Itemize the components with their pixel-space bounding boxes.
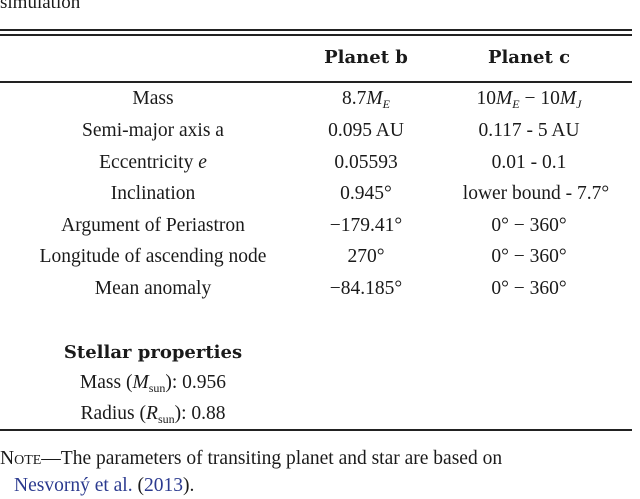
planet-c-longitude-node: 0° − 360° (491, 246, 567, 267)
planet-c-mass: 10ME − 10MJ (476, 88, 582, 111)
stellar-radius: Radius (Rsun): 0.88 (80, 403, 226, 426)
row-label-inclination: Inclination (110, 183, 196, 204)
bottom-rule (0, 429, 632, 431)
stellar-mass: Mass (Msun): 0.956 (79, 372, 227, 395)
planet-c-inclination: lower bound - 7.7° (462, 183, 610, 204)
row-label-semi-major-axis: Semi-major axis a (82, 120, 224, 141)
row-label-longitude-node: Longitude of ascending node (39, 246, 267, 267)
top-rule-1 (0, 29, 632, 31)
table-note: Note—The parameters of transiting planet… (0, 448, 503, 496)
planet-b-mass: 8.7ME (342, 88, 390, 111)
planet-b-argument-periastron: −179.41° (329, 215, 403, 236)
note-text: —The parameters of transiting planet and… (41, 448, 503, 469)
planet-b-semi-major-axis: 0.095 AU (328, 120, 404, 141)
header-planet-c: Planet c (487, 47, 571, 68)
planet-c-eccentricity: 0.01 - 0.1 (491, 152, 567, 173)
caption-tail: simulation (0, 0, 81, 13)
planet-b-eccentricity: 0.05593 (334, 152, 398, 173)
planet-b-inclination: 0.945° (340, 183, 392, 204)
row-label-argument-periastron: Argument of Periastron (61, 215, 245, 236)
planet-b-longitude-node: 270° (347, 246, 385, 267)
header-rule (0, 81, 632, 83)
top-rule-2 (0, 34, 632, 36)
header-planet-b: Planet b (324, 47, 408, 68)
citation-year-link[interactable]: 2013 (143, 475, 183, 496)
planet-c-semi-major-axis: 0.117 - 5 AU (478, 120, 580, 141)
row-label-eccentricity: Eccentricity e (99, 152, 207, 173)
row-label-mass: Mass (132, 88, 174, 109)
planet-b-mean-anomaly: −84.185° (329, 278, 403, 299)
citation-link[interactable]: Nesvorný et al. (14, 475, 133, 496)
row-label-mean-anomaly: Mean anomaly (94, 278, 212, 299)
note-label: Note (0, 448, 42, 469)
planet-c-argument-periastron: 0° − 360° (491, 215, 567, 236)
stellar-properties-heading: Stellar properties (63, 342, 243, 363)
planet-c-mean-anomaly: 0° − 360° (491, 278, 567, 299)
